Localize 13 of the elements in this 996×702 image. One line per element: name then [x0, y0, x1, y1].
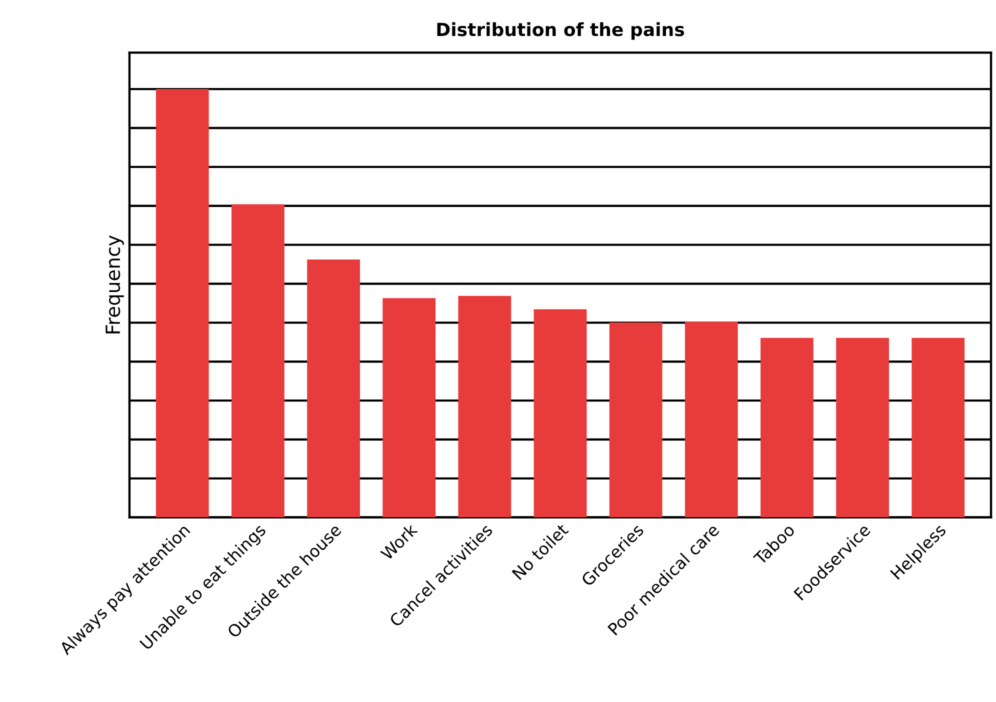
bar	[684, 322, 738, 518]
chart-title: Distribution of the pains	[437, 22, 684, 40]
bar	[912, 338, 965, 518]
bar	[534, 309, 587, 518]
bar	[760, 338, 814, 518]
bar	[836, 338, 889, 518]
y-axis-title: Frequency	[106, 235, 124, 334]
bar	[232, 204, 284, 518]
bar	[382, 298, 436, 518]
bar	[156, 89, 209, 518]
bar	[307, 260, 360, 518]
bar	[609, 322, 662, 518]
bar	[458, 296, 512, 518]
